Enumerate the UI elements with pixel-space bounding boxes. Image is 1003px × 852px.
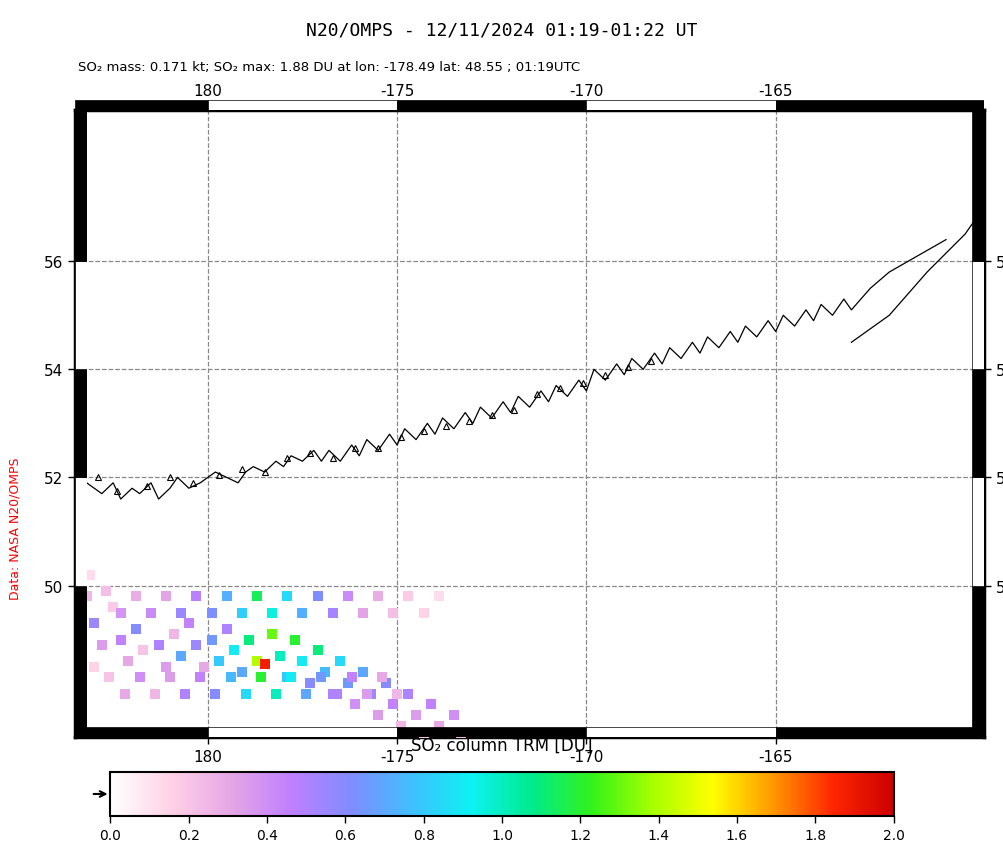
Bar (75, 101, 208, 111)
Bar (971, 478, 983, 586)
Text: N20/OMPS - 12/11/2024 01:19-01:22 UT: N20/OMPS - 12/11/2024 01:19-01:22 UT (306, 21, 697, 39)
Bar (208, 101, 397, 111)
Text: SO₂ mass: 0.171 kt; SO₂ max: 1.88 DU at lon: -178.49 lat: 48.55 ; 01:19UTC: SO₂ mass: 0.171 kt; SO₂ max: 1.88 DU at … (78, 61, 580, 74)
Text: SO₂ column TRM [DU]: SO₂ column TRM [DU] (411, 736, 592, 754)
Bar (75, 370, 87, 478)
Bar (75, 586, 87, 737)
Bar (775, 101, 983, 111)
Bar (971, 111, 983, 262)
Bar (586, 727, 775, 737)
Bar (971, 586, 983, 737)
Bar (75, 727, 208, 737)
Bar (397, 727, 586, 737)
Bar (75, 111, 87, 262)
Bar (586, 101, 775, 111)
Bar (75, 262, 87, 370)
Bar (208, 727, 397, 737)
Bar (971, 370, 983, 478)
Text: Data: NASA N20/OMPS: Data: NASA N20/OMPS (9, 457, 21, 600)
Bar (971, 262, 983, 370)
Bar (397, 101, 586, 111)
Bar (775, 727, 983, 737)
Bar (75, 478, 87, 586)
